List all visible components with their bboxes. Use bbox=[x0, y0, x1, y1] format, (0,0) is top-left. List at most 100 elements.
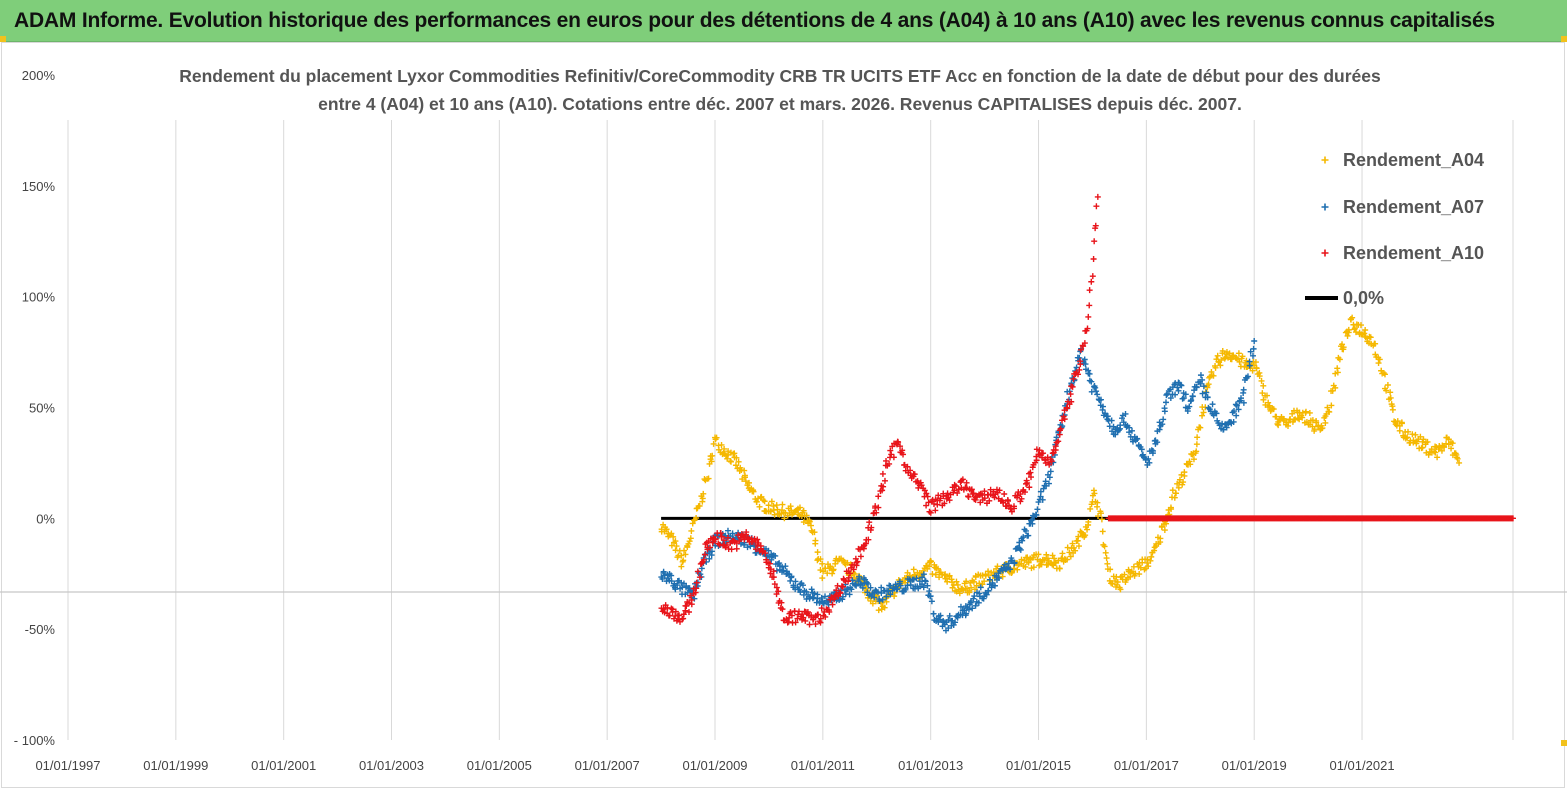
data-point bbox=[1324, 404, 1331, 411]
data-point bbox=[1253, 365, 1260, 372]
data-point bbox=[1167, 395, 1174, 402]
data-point bbox=[811, 590, 818, 597]
data-point bbox=[1157, 535, 1164, 542]
data-point bbox=[779, 606, 786, 613]
data-point bbox=[866, 519, 873, 526]
data-point bbox=[1136, 571, 1143, 578]
data-point bbox=[1081, 340, 1088, 347]
data-point bbox=[924, 582, 931, 589]
data-point bbox=[1340, 344, 1347, 351]
data-point bbox=[922, 577, 929, 584]
data-point bbox=[1380, 370, 1387, 377]
data-point bbox=[1138, 446, 1145, 453]
data-point bbox=[936, 574, 943, 581]
data-point bbox=[1093, 388, 1100, 395]
data-point bbox=[709, 539, 716, 546]
data-point bbox=[1357, 322, 1364, 329]
data-point bbox=[1114, 578, 1121, 585]
data-point bbox=[972, 496, 979, 503]
corner-marker-tr bbox=[1561, 36, 1567, 42]
data-point bbox=[945, 625, 952, 632]
data-point bbox=[808, 612, 815, 619]
x-axis: 01/01/1997 01/01/1999 01/01/2001 01/01/2003… bbox=[35, 758, 1394, 773]
data-point bbox=[688, 527, 695, 534]
data-point bbox=[735, 458, 742, 465]
data-point bbox=[1204, 394, 1211, 401]
data-point bbox=[768, 556, 775, 563]
data-point bbox=[804, 608, 811, 615]
data-point bbox=[940, 618, 947, 625]
data-point bbox=[1024, 479, 1031, 486]
data-point bbox=[995, 575, 1002, 582]
legend: Rendement_A04 Rendement_A07 Rendement_A10 0… bbox=[1305, 150, 1484, 308]
data-point bbox=[1188, 397, 1195, 404]
data-point bbox=[1001, 490, 1008, 497]
y-tick-label: 150% bbox=[22, 179, 56, 194]
data-point bbox=[773, 584, 780, 591]
data-point bbox=[1163, 520, 1170, 527]
chart-title-line2: entre 4 (A04) et 10 ans (A10). Cotations… bbox=[318, 94, 1242, 114]
data-point bbox=[881, 477, 888, 484]
data-point bbox=[1454, 455, 1461, 462]
corner-marker-br bbox=[1561, 740, 1567, 746]
data-point bbox=[896, 578, 903, 585]
y-tick-label: 200% bbox=[22, 68, 56, 83]
data-point bbox=[913, 575, 920, 582]
data-point bbox=[1302, 408, 1309, 415]
data-point bbox=[1205, 381, 1212, 388]
data-point bbox=[1249, 352, 1256, 359]
data-point bbox=[1236, 358, 1243, 365]
data-point bbox=[954, 490, 961, 497]
data-point bbox=[1243, 357, 1250, 364]
data-point bbox=[1011, 559, 1018, 566]
data-point bbox=[932, 507, 939, 514]
data-point bbox=[787, 609, 794, 616]
data-point bbox=[853, 559, 860, 566]
data-point bbox=[1089, 273, 1096, 280]
data-point bbox=[887, 591, 894, 598]
data-point bbox=[1085, 518, 1092, 525]
data-point bbox=[1035, 551, 1042, 558]
data-point bbox=[1102, 549, 1109, 556]
data-point bbox=[776, 560, 783, 567]
data-point bbox=[1193, 384, 1200, 391]
data-point bbox=[739, 532, 746, 539]
data-point bbox=[693, 579, 700, 586]
data-point bbox=[1097, 396, 1104, 403]
data-point bbox=[1075, 533, 1082, 540]
data-point bbox=[887, 447, 894, 454]
data-point bbox=[693, 514, 700, 521]
data-point bbox=[945, 616, 952, 623]
data-point bbox=[1281, 415, 1288, 422]
data-point bbox=[1030, 564, 1037, 571]
y-tick-label: 50% bbox=[29, 401, 55, 416]
data-point bbox=[1332, 384, 1339, 391]
data-point bbox=[1161, 408, 1168, 415]
data-point bbox=[682, 551, 689, 558]
data-point bbox=[815, 611, 822, 618]
data-point bbox=[1197, 372, 1204, 379]
data-point bbox=[1420, 436, 1427, 443]
data-point bbox=[696, 502, 703, 509]
data-point bbox=[1038, 561, 1045, 568]
data-point bbox=[1233, 412, 1240, 419]
data-point bbox=[1256, 373, 1263, 380]
data-point bbox=[1018, 495, 1025, 502]
data-point bbox=[780, 567, 787, 574]
data-point bbox=[687, 592, 694, 599]
data-point bbox=[1022, 563, 1029, 570]
data-point bbox=[1085, 313, 1092, 320]
data-point bbox=[1107, 566, 1114, 573]
data-point bbox=[1419, 444, 1426, 451]
series-Rendement_A10 bbox=[658, 193, 1101, 628]
data-point bbox=[1109, 428, 1116, 435]
data-point bbox=[772, 552, 779, 559]
data-point bbox=[1448, 445, 1455, 452]
data-point bbox=[1060, 413, 1067, 420]
data-point bbox=[844, 559, 851, 566]
corner-marker-tl bbox=[0, 36, 6, 42]
data-point bbox=[1094, 193, 1101, 200]
data-point bbox=[1273, 413, 1280, 420]
data-point bbox=[1434, 454, 1441, 461]
